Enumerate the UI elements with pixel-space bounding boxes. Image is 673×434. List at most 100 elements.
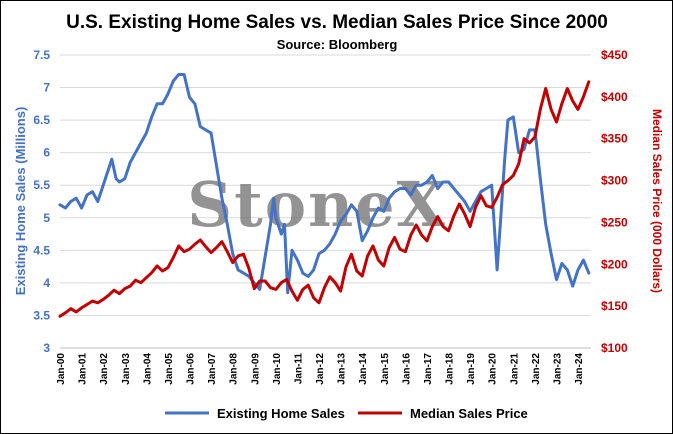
x-tick-label: Jan-08	[229, 353, 240, 385]
data-point-sales	[172, 80, 175, 82]
data-point-price	[426, 240, 428, 242]
data-point-sales	[145, 132, 148, 134]
data-point-sales	[275, 217, 277, 219]
data-point-sales	[140, 142, 142, 144]
x-tick-label: Jan-22	[531, 353, 542, 385]
data-point-sales	[485, 187, 488, 190]
data-point-sales	[377, 207, 380, 209]
chart-subtitle: Source: Bloomberg	[277, 37, 398, 52]
x-tick-label: Jan-15	[380, 353, 391, 385]
data-point-price	[258, 280, 261, 282]
right-tick-label: $200	[601, 257, 628, 271]
data-point-sales	[372, 217, 374, 219]
data-point-price	[528, 142, 531, 144]
left-tick-label: 5.5	[33, 178, 50, 192]
data-point-sales	[426, 181, 428, 183]
data-point-sales	[221, 197, 223, 199]
data-point-sales	[388, 197, 391, 199]
data-point-sales	[150, 116, 153, 118]
data-point-sales	[102, 184, 104, 186]
data-point-sales	[156, 103, 158, 105]
data-point-price	[296, 299, 299, 302]
data-point-sales	[410, 194, 412, 196]
data-point-price	[242, 253, 245, 255]
data-point-price	[534, 136, 536, 138]
legend: Existing Home Sales Median Sales Price	[165, 406, 528, 421]
data-point-price	[248, 267, 250, 270]
data-point-sales	[345, 213, 347, 216]
data-point-price	[447, 230, 450, 232]
data-point-sales	[571, 285, 574, 287]
data-point-price	[469, 225, 471, 228]
data-point-sales	[237, 269, 239, 271]
data-point-sales	[264, 256, 266, 258]
data-point-sales	[307, 275, 310, 278]
left-tick-label: 6.5	[33, 113, 50, 127]
data-point-sales	[393, 190, 396, 193]
left-axis-title: Existing Home Sales (Millions)	[13, 107, 28, 296]
data-point-price	[194, 243, 196, 245]
data-point-sales	[577, 269, 579, 271]
data-point-price	[237, 255, 239, 257]
data-point-price	[463, 213, 466, 215]
data-point-sales	[280, 233, 283, 235]
data-point-sales	[318, 252, 320, 255]
chart-title: U.S. Existing Home Sales vs. Median Sale…	[66, 12, 608, 33]
data-point-sales	[544, 223, 547, 226]
data-point-price	[275, 288, 277, 291]
data-point-sales	[463, 200, 466, 203]
data-point-price	[124, 287, 126, 290]
data-point-sales	[210, 132, 212, 134]
data-point-price	[97, 302, 99, 304]
x-tick-label: Jan-24	[574, 353, 585, 385]
data-point-price	[307, 284, 310, 287]
x-tick-label: Jan-12	[315, 353, 326, 385]
data-point-price	[339, 290, 342, 292]
data-point-price	[231, 261, 234, 264]
data-point-sales	[323, 249, 326, 252]
data-point-price	[561, 102, 563, 105]
data-point-price	[150, 271, 153, 274]
data-point-sales	[177, 73, 180, 76]
data-point-sales	[291, 249, 293, 252]
left-tick-label: 4.5	[33, 243, 50, 257]
data-point-price	[312, 297, 315, 299]
data-point-sales	[480, 190, 482, 193]
data-point-price	[264, 280, 266, 282]
data-point-sales	[566, 269, 569, 271]
data-point-sales	[474, 200, 477, 203]
data-point-sales	[64, 207, 67, 209]
data-point-sales	[215, 164, 218, 167]
x-tick-label: Jan-01	[78, 353, 89, 385]
stonex-watermark: StoneX	[187, 168, 446, 241]
data-point-sales	[269, 223, 272, 226]
data-point-sales	[523, 148, 525, 151]
right-axis-ticks: $100 $150 $200 $250 $300 $350 $400 $450	[601, 48, 628, 355]
data-point-sales	[442, 181, 444, 183]
data-point-sales	[97, 200, 99, 203]
data-point-price	[291, 290, 293, 292]
data-point-price	[318, 302, 320, 304]
right-tick-label: $250	[601, 215, 628, 229]
data-point-price	[188, 248, 191, 250]
data-point-sales	[436, 187, 439, 190]
data-point-price	[399, 248, 401, 250]
right-tick-label: $450	[601, 48, 628, 62]
data-point-sales	[91, 190, 94, 193]
data-point-price	[269, 286, 272, 289]
data-point-price	[485, 204, 488, 207]
left-axis-ticks: 3 3.5 4 4.5 5 5.5 6 6.5 7 7.5	[33, 48, 50, 355]
data-point-price	[253, 287, 256, 290]
data-point-price	[334, 281, 337, 284]
data-point-price	[555, 121, 558, 123]
data-point-sales	[75, 197, 77, 199]
data-point-sales	[272, 197, 275, 199]
data-point-sales	[404, 187, 407, 190]
x-axis-ticks: Jan-00 Jan-01 Jan-02 Jan-03 Jan-04 Jan-05 Jan-…	[56, 353, 585, 385]
data-point-price	[410, 234, 412, 236]
x-tick-label: Jan-05	[164, 353, 175, 385]
data-point-sales	[366, 230, 369, 232]
data-point-sales	[517, 151, 520, 154]
left-tick-label: 7	[43, 81, 50, 95]
x-tick-label: Jan-10	[272, 353, 283, 385]
